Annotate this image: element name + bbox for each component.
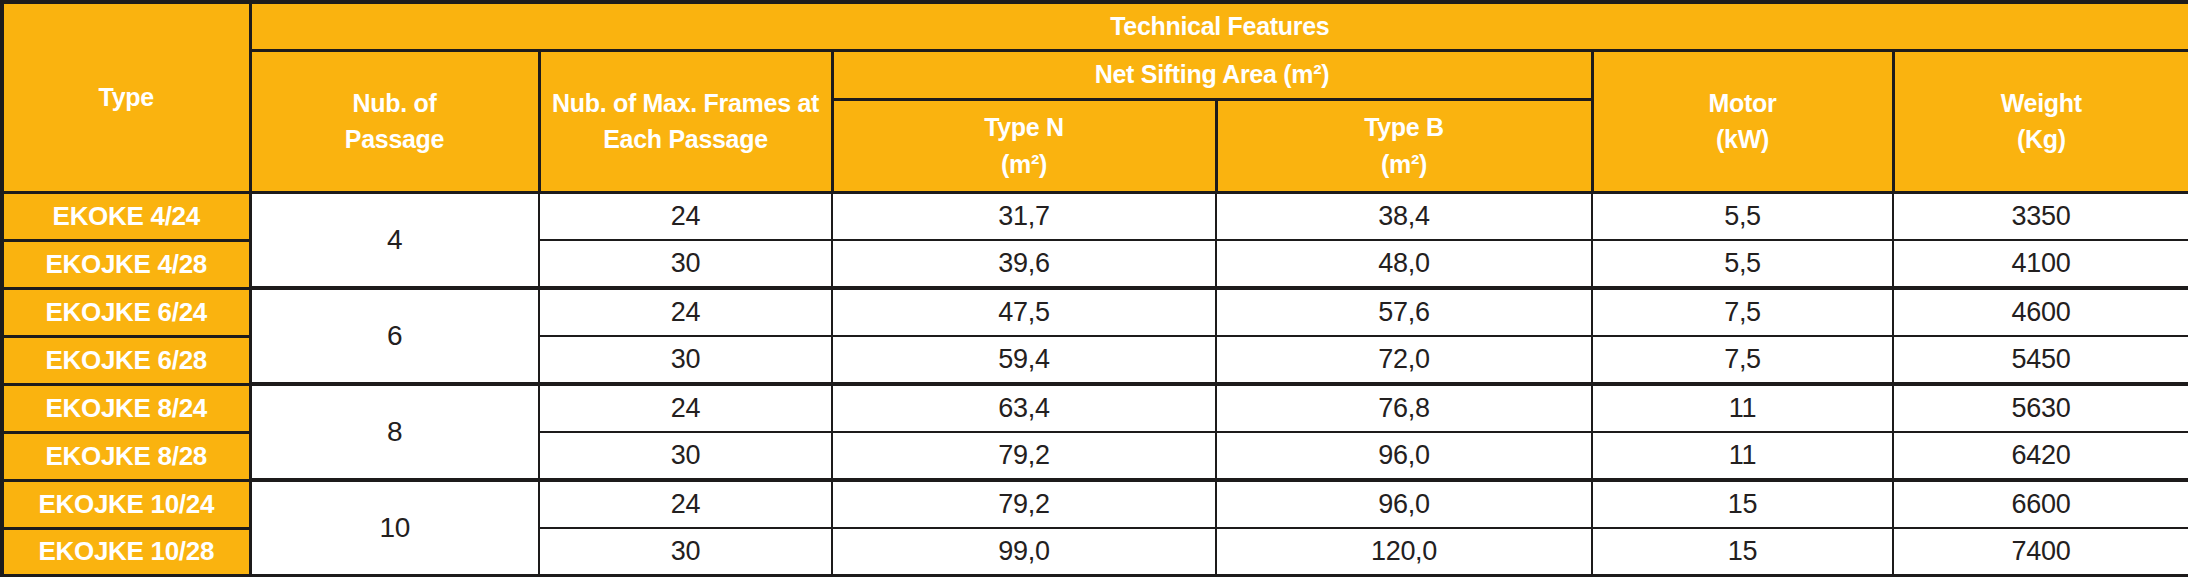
header-cell-weight: Weight (Kg)	[1893, 50, 2188, 192]
frames-cell: 24	[539, 384, 832, 432]
type-b-cell: 120,0	[1216, 528, 1592, 576]
header-cell-type: Type	[2, 2, 250, 192]
passage-cell: 10	[250, 480, 539, 576]
header-cell-nub-of-max-frames: Nub. of Max. Frames at Each Passage	[539, 50, 832, 192]
type-b-cell: 72,0	[1216, 336, 1592, 384]
header-cell-type-b: Type B (m²)	[1216, 99, 1592, 192]
weight-cell: 7400	[1893, 528, 2188, 576]
motor-cell: 15	[1592, 480, 1893, 528]
weight-cell: 5630	[1893, 384, 2188, 432]
type-n-cell: 59,4	[832, 336, 1216, 384]
type-b-cell: 57,6	[1216, 288, 1592, 336]
frames-cell: 30	[539, 336, 832, 384]
type-label-cell: EKOJKE 4/28	[2, 240, 250, 288]
header-row-2: Nub. of Passage Nub. of Max. Frames at E…	[2, 50, 2188, 99]
weight-cell: 3350	[1893, 192, 2188, 240]
header-cell-motor: Motor (kW)	[1592, 50, 1893, 192]
header-cell-net-sifting-area: Net Sifting Area (m²)	[832, 50, 1592, 99]
type-label-cell: EKOJKE 8/24	[2, 384, 250, 432]
motor-cell: 15	[1592, 528, 1893, 576]
passage-cell: 4	[250, 192, 539, 288]
frames-cell: 30	[539, 432, 832, 480]
frames-cell: 24	[539, 480, 832, 528]
type-label-cell: EKOJKE 6/24	[2, 288, 250, 336]
table-row-ekojke-10-24: EKOJKE 10/24 10 24 79,2 96,0 15 6600	[2, 480, 2188, 528]
type-b-cell: 76,8	[1216, 384, 1592, 432]
passage-cell: 8	[250, 384, 539, 480]
type-n-cell: 39,6	[832, 240, 1216, 288]
type-n-cell: 63,4	[832, 384, 1216, 432]
type-label-cell: EKOJKE 6/28	[2, 336, 250, 384]
motor-cell: 11	[1592, 432, 1893, 480]
table-row-ekoke-4-24: EKOKE 4/24 4 24 31,7 38,4 5,5 3350	[2, 192, 2188, 240]
weight-cell: 5450	[1893, 336, 2188, 384]
type-label-cell: EKOJKE 10/24	[2, 480, 250, 528]
type-n-cell: 99,0	[832, 528, 1216, 576]
type-n-cell: 79,2	[832, 432, 1216, 480]
table-row-ekojke-8-24: EKOJKE 8/24 8 24 63,4 76,8 11 5630	[2, 384, 2188, 432]
type-label-cell: EKOKE 4/24	[2, 192, 250, 240]
frames-cell: 24	[539, 192, 832, 240]
header-cell-type-n: Type N (m²)	[832, 99, 1216, 192]
type-b-cell: 38,4	[1216, 192, 1592, 240]
frames-cell: 24	[539, 288, 832, 336]
type-b-cell: 96,0	[1216, 480, 1592, 528]
header-cell-technical-features: Technical Features	[250, 2, 2188, 50]
type-n-cell: 79,2	[832, 480, 1216, 528]
type-n-cell: 31,7	[832, 192, 1216, 240]
motor-cell: 5,5	[1592, 192, 1893, 240]
type-label-cell: EKOJKE 10/28	[2, 528, 250, 576]
motor-cell: 7,5	[1592, 288, 1893, 336]
table-row-ekojke-6-24: EKOJKE 6/24 6 24 47,5 57,6 7,5 4600	[2, 288, 2188, 336]
weight-cell: 4100	[1893, 240, 2188, 288]
type-b-cell: 96,0	[1216, 432, 1592, 480]
motor-cell: 11	[1592, 384, 1893, 432]
type-label-cell: EKOJKE 8/28	[2, 432, 250, 480]
weight-cell: 4600	[1893, 288, 2188, 336]
motor-cell: 5,5	[1592, 240, 1893, 288]
header-row-1: Type Technical Features	[2, 2, 2188, 50]
type-b-cell: 48,0	[1216, 240, 1592, 288]
weight-cell: 6420	[1893, 432, 2188, 480]
frames-cell: 30	[539, 528, 832, 576]
technical-features-table: Type Technical Features Nub. of Passage …	[0, 0, 2188, 577]
weight-cell: 6600	[1893, 480, 2188, 528]
passage-cell: 6	[250, 288, 539, 384]
type-n-cell: 47,5	[832, 288, 1216, 336]
motor-cell: 7,5	[1592, 336, 1893, 384]
header-cell-nub-of-passage: Nub. of Passage	[250, 50, 539, 192]
frames-cell: 30	[539, 240, 832, 288]
